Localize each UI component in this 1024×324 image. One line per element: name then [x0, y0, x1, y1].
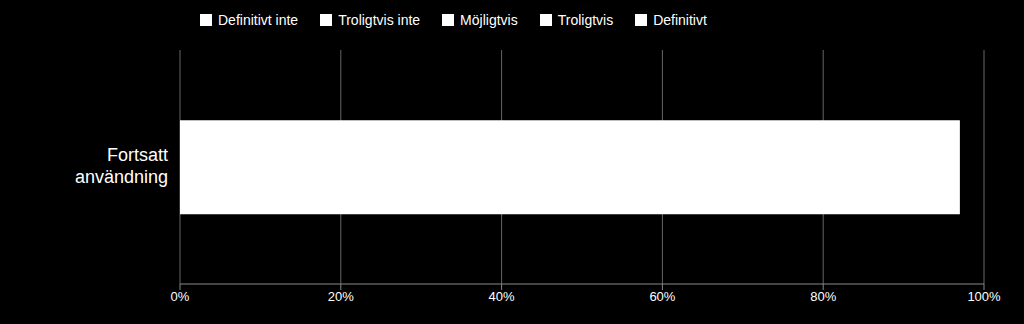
- html-text:Troligtvis inte: Troligtvis inte: [338, 12, 421, 28]
- svg-text:60%: 60%: [649, 289, 675, 304]
- svg-text:Fortsattanvändning: Fortsattanvändning: [75, 145, 168, 187]
- svg-text:40%: 40%: [489, 289, 515, 304]
- svg-text:100%: 100%: [967, 289, 1001, 304]
- html-text:Definitivt: Definitivt: [653, 12, 707, 28]
- svg-text:0%: 0%: [171, 289, 190, 304]
- html-text:Definitivt inte: Definitivt inte: [218, 12, 299, 28]
- html-text:Möjligtvis: Möjligtvis: [460, 12, 518, 28]
- svg-text:80%: 80%: [810, 289, 836, 304]
- html-text:Troligtvis: Troligtvis: [557, 12, 614, 28]
- svg-text:20%: 20%: [328, 289, 354, 304]
